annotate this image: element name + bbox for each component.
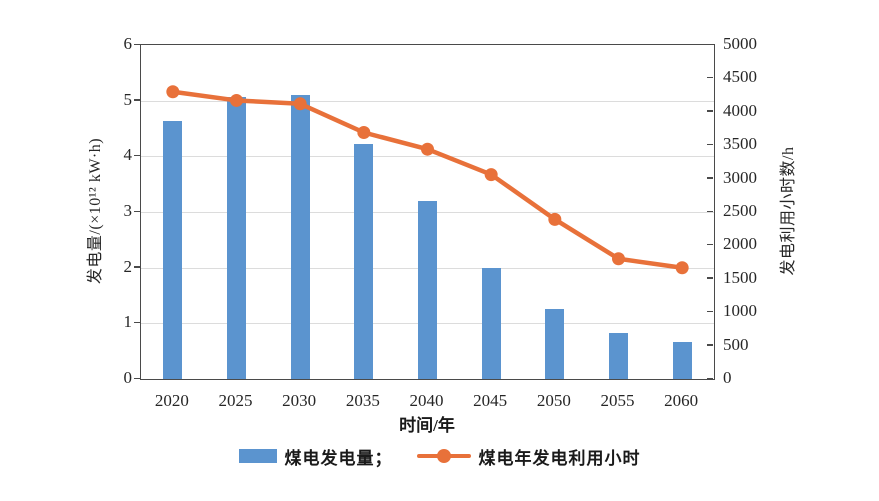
line-marker — [166, 85, 180, 99]
line-marker — [675, 261, 689, 275]
line-marker — [548, 212, 562, 226]
bar — [609, 332, 628, 379]
y-axis-right-tick — [707, 177, 713, 179]
y-axis-right-tick-label: 4000 — [723, 100, 757, 120]
line-marker — [484, 168, 498, 182]
x-axis-tick-label: 2050 — [536, 391, 571, 410]
x-axis-tick-label: 2045 — [473, 391, 508, 410]
y-axis-left-tick-label: 1 — [123, 312, 133, 332]
plot-area — [140, 44, 715, 380]
x-axis-tick-label: 2060 — [664, 391, 699, 410]
x-axis-tick-label: 2025 — [218, 391, 253, 410]
y-axis-left-tick-label: 6 — [123, 34, 133, 53]
legend: 煤电发电量； 煤电年发电利用小时 — [0, 441, 879, 471]
y-axis-right-tick-label: 1000 — [723, 301, 757, 321]
y-axis-right-tick — [707, 110, 713, 112]
y-axis-right-tick-label: 500 — [723, 334, 749, 354]
y-axis-left-tick — [134, 210, 140, 212]
line-marker — [357, 126, 371, 140]
y-axis-left-tick — [134, 154, 140, 157]
y-axis-right-tick-label: 0 — [723, 368, 732, 387]
y-axis-left-tick — [134, 377, 140, 379]
y-axis-right-tick — [707, 344, 713, 346]
y-axis-right-tick-label: 1500 — [723, 267, 757, 287]
y-axis-left-tick — [134, 266, 140, 268]
y-axis-right-tick-label: 4500 — [723, 67, 757, 87]
legend-item-bar-series: 煤电发电量； — [238, 444, 393, 469]
bar-series-swatch-icon — [238, 449, 277, 463]
legend-bar-label: 煤电发电量； — [284, 448, 393, 468]
bar — [418, 200, 437, 379]
line-marker — [293, 97, 307, 111]
line-path — [172, 89, 683, 271]
x-axis-tick-label: 2055 — [600, 391, 635, 410]
y-axis-right-tick — [707, 43, 713, 45]
y-axis-left-tick-label: 0 — [123, 368, 133, 387]
y-axis-left-tick-label: 2 — [123, 256, 133, 276]
y-axis-right-tick-label: 2500 — [723, 201, 757, 220]
y-axis-left-tick-label: 5 — [123, 89, 133, 109]
y-axis-left-tick-label: 4 — [123, 145, 133, 165]
y-axis-left-tick — [134, 321, 140, 324]
bar — [672, 341, 692, 379]
y-axis-left-tick — [134, 43, 140, 45]
bar — [545, 309, 565, 379]
y-axis-right-tick — [707, 210, 713, 212]
legend-item-line-series: 煤电年发电利用小时 — [416, 444, 641, 469]
y-axis-right-tick-label: 3500 — [723, 134, 757, 154]
gridline — [141, 100, 714, 102]
y-axis-right-tick — [707, 277, 713, 279]
line-marker-icon — [436, 449, 451, 463]
bar — [481, 267, 501, 379]
y-axis-right-tick — [707, 143, 713, 146]
line-marker — [421, 142, 434, 156]
x-axis-title: 时间/年 — [399, 416, 455, 435]
y-axis-left-tick-label: 3 — [123, 201, 133, 220]
y-axis-right-tick-label: 5000 — [723, 34, 757, 53]
legend-line-label: 煤电年发电利用小时 — [478, 448, 641, 468]
bar — [290, 95, 310, 379]
y-axis-right-title: 发电利用小时数/h — [780, 146, 797, 276]
line-marker — [612, 252, 625, 266]
y-axis-right-tick-label: 2000 — [723, 234, 757, 254]
y-axis-right-tick — [707, 76, 713, 79]
y-axis-right-tick-label: 3000 — [723, 167, 757, 187]
y-axis-left-tick — [134, 99, 140, 101]
y-axis-right-tick — [707, 377, 713, 379]
x-axis-tick-label: 2020 — [154, 391, 189, 410]
line-marker — [230, 93, 243, 107]
line-series — [166, 85, 689, 275]
y-axis-right-tick — [707, 310, 713, 313]
line-series-swatch-icon — [416, 449, 471, 463]
bar — [354, 143, 374, 379]
x-axis-tick-label: 2040 — [409, 391, 444, 410]
gridline — [141, 156, 714, 158]
x-axis-tick-label: 2035 — [345, 391, 380, 410]
x-axis-tick-label: 2030 — [282, 391, 317, 410]
bar — [227, 96, 246, 379]
y-axis-right-tick — [707, 243, 713, 246]
bar — [163, 121, 183, 379]
